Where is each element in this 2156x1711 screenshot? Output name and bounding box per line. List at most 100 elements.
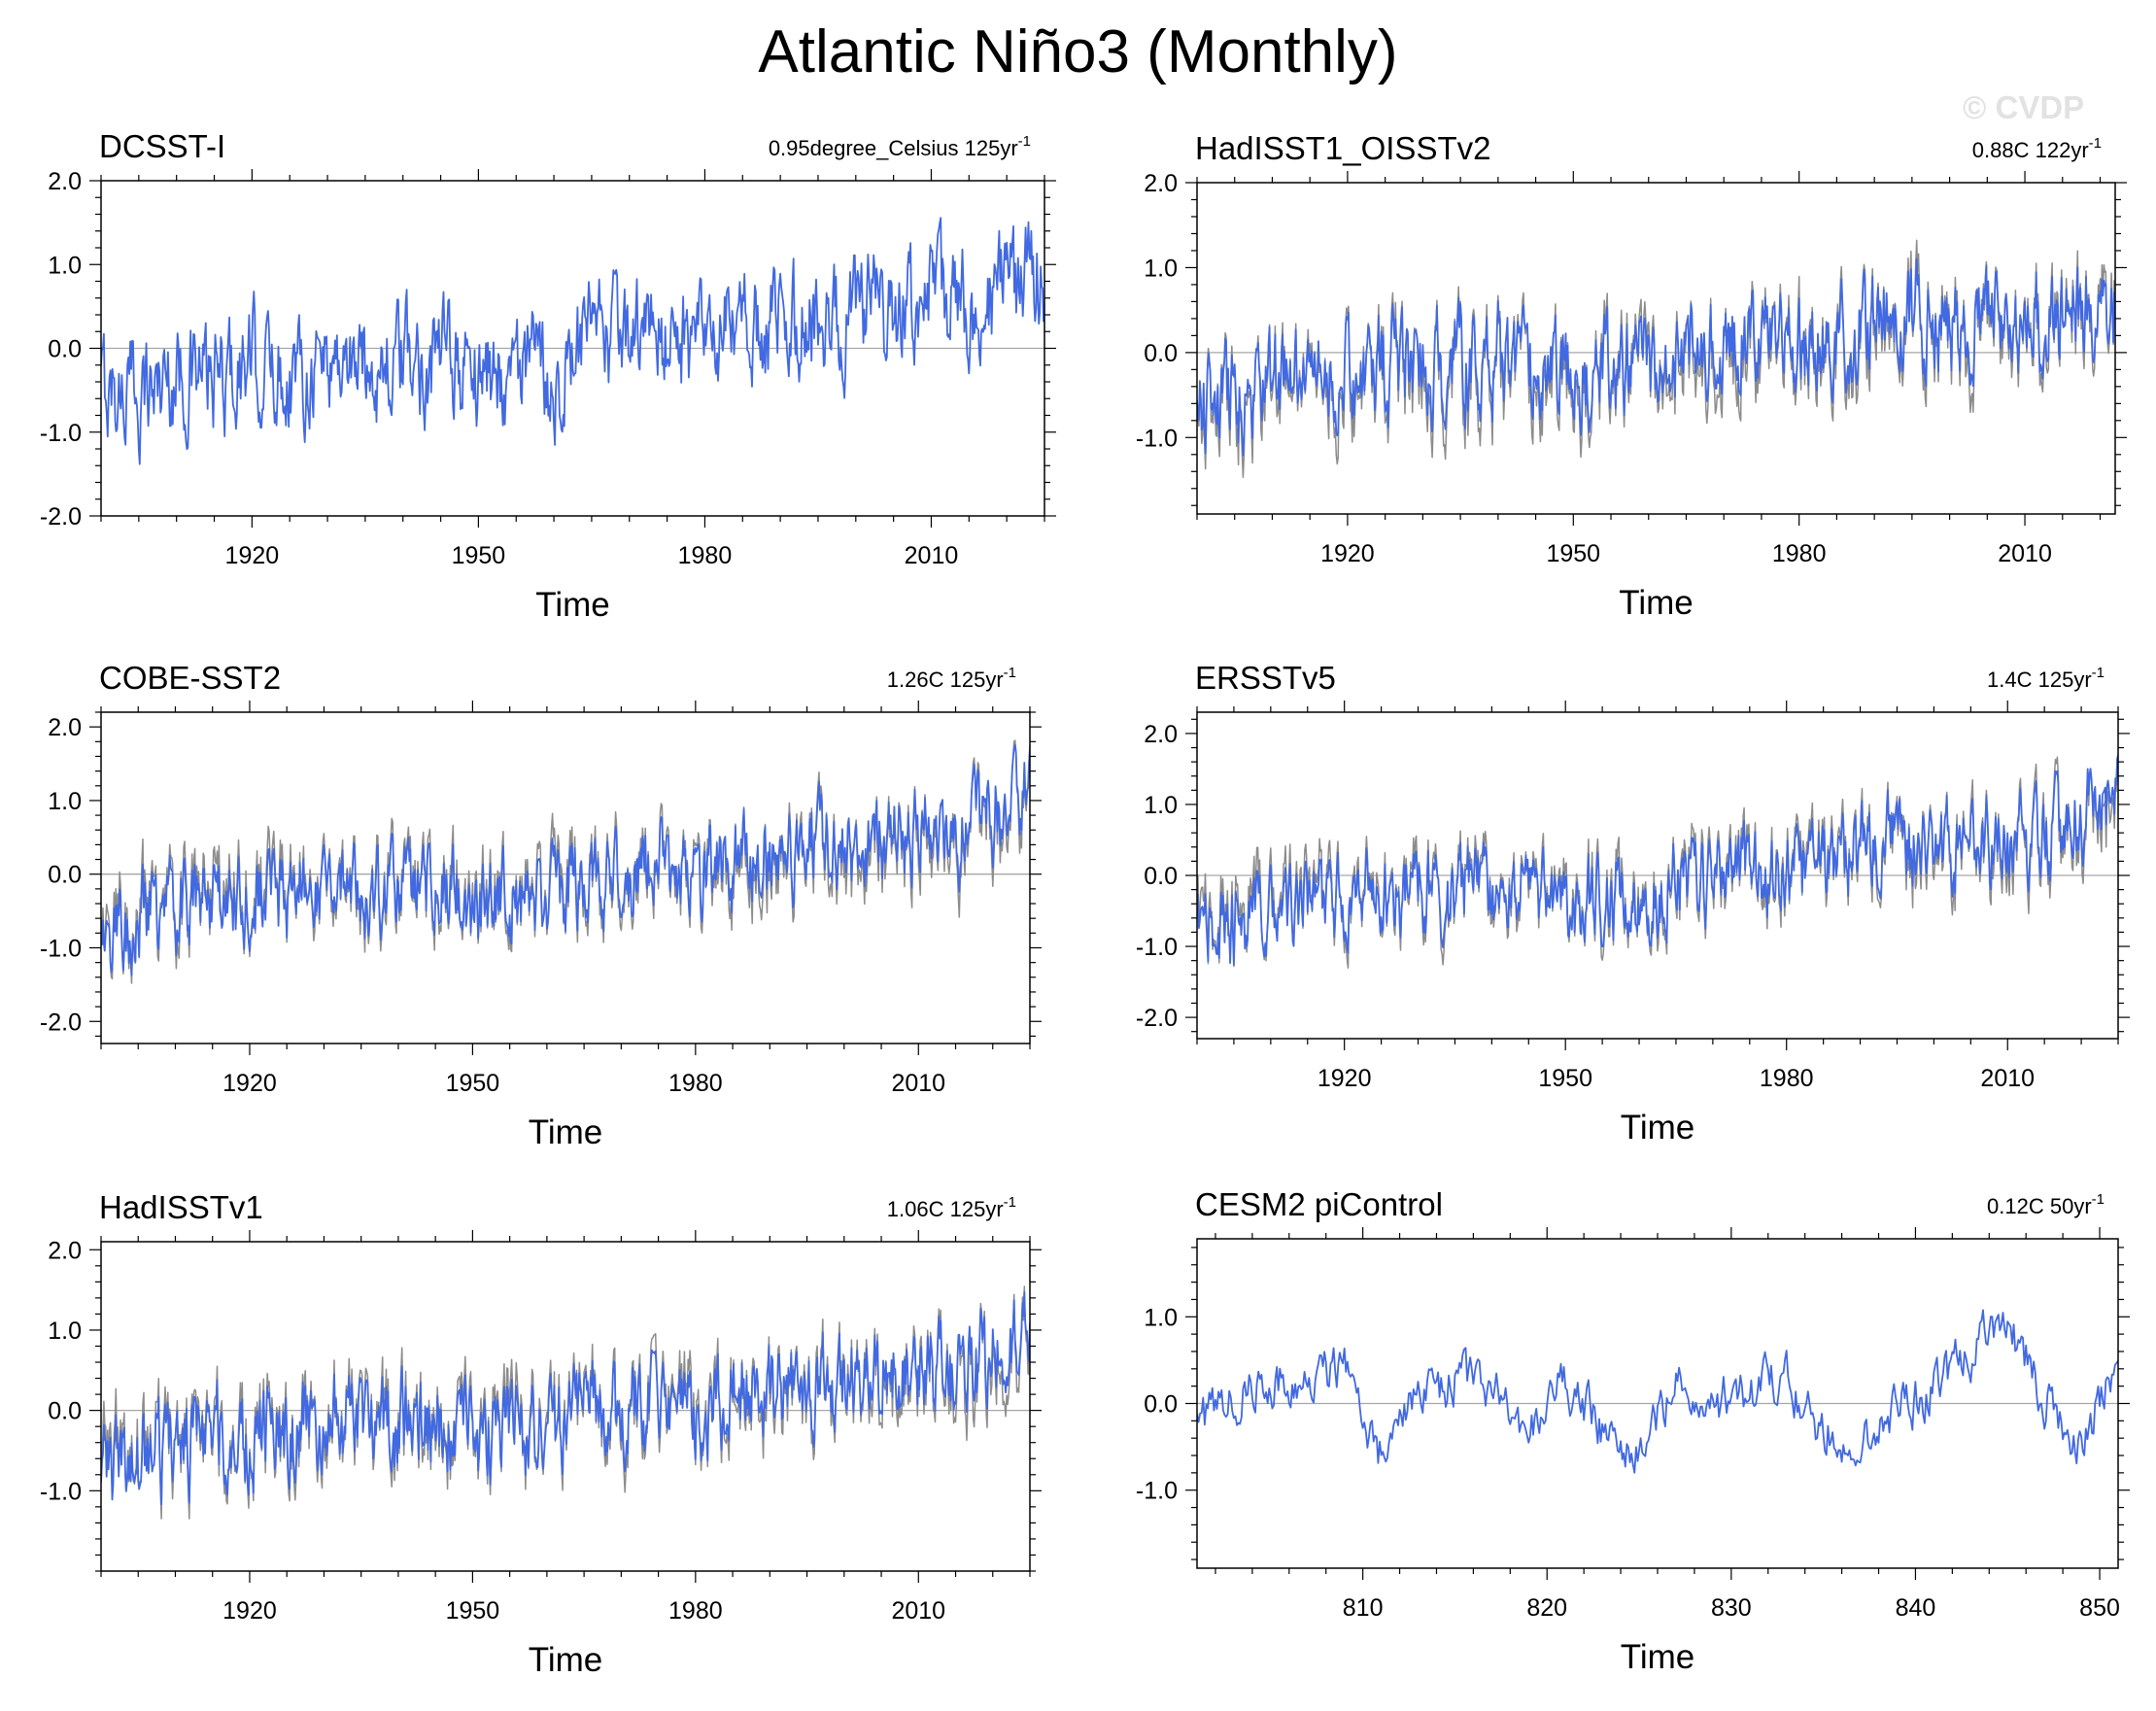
x-tick-label: 1950 — [1538, 1065, 1592, 1092]
x-tick-label: 810 — [1343, 1594, 1384, 1622]
series-line-1 — [1197, 239, 2115, 478]
y-tick-label: 2.0 — [48, 168, 82, 195]
panel-subtitle: 1.06C 125yr-1 — [887, 1194, 1016, 1221]
panel-subtitle: 0.95degree_Celsius 125yr-1 — [769, 133, 1031, 160]
plot-frame — [100, 1241, 1031, 1572]
panel-title: ERSSTv5 — [1195, 660, 1336, 696]
chart-panel-5: 2.0 1.0 0.0 -1.0 1920 1950 1980 2010 Time HadISST… — [40, 1189, 1042, 1679]
x-tick-label: 850 — [2079, 1594, 2120, 1622]
panel-subtitle-text: 0.12C 50yr — [1987, 1194, 2092, 1218]
panel-subtitle-sup: -1 — [2092, 1191, 2105, 1208]
x-tick-label: 2010 — [905, 542, 959, 569]
x-axis-label: Time — [529, 1113, 602, 1151]
chart-panel-1: 2.0 1.0 0.0 -1.0 -2.0 1920 1950 1980 2010 Time DCS… — [40, 128, 1056, 624]
x-tick-label: 2010 — [1980, 1065, 2035, 1092]
x-tick-label: 1980 — [1760, 1065, 1814, 1092]
panel-subtitle-sup: -1 — [1018, 133, 1031, 150]
x-tick-label: 1950 — [446, 1070, 500, 1097]
x-tick-label: 1950 — [452, 542, 506, 569]
x-tick-label: 1920 — [222, 1597, 277, 1625]
series-line-2 — [101, 744, 1030, 976]
y-tick-label: 0.0 — [1144, 863, 1178, 890]
watermark: © CVDP — [1963, 89, 2085, 125]
panel-title: HadISST1_OISSTv2 — [1195, 130, 1490, 166]
x-tick-label: 1980 — [668, 1597, 723, 1625]
x-tick-label: 1980 — [1772, 540, 1827, 567]
series-group — [101, 1285, 1030, 1520]
y-tick-label: -2.0 — [40, 1009, 82, 1036]
x-tick-label: 2010 — [1998, 540, 2052, 567]
x-tick-label: 820 — [1526, 1594, 1567, 1622]
panel-subtitle: 0.12C 50yr-1 — [1987, 1191, 2105, 1218]
series-line-1 — [101, 217, 1044, 465]
y-tick-label: 2.0 — [1144, 721, 1178, 748]
series-group — [101, 739, 1030, 984]
y-tick-label: 1.0 — [1144, 1304, 1178, 1331]
panel-title: CESM2 piControl — [1195, 1186, 1443, 1222]
x-tick-label: 1920 — [225, 542, 280, 569]
panel-subtitle-sup: -1 — [2089, 135, 2102, 152]
series-line-1 — [101, 739, 1030, 984]
y-tick-label: -1.0 — [1136, 934, 1178, 961]
panel-subtitle-text: 1.26C 125yr — [887, 667, 1004, 692]
plot-frame — [1196, 182, 2116, 515]
panel-subtitle: 1.4C 125yr-1 — [1987, 665, 2105, 692]
x-axis-label: Time — [1621, 1109, 1694, 1146]
chart-panel-2: 2.0 1.0 0.0 -1.0 1920 1950 1980 2010 Time HadISST… — [1136, 130, 2127, 622]
series-group — [1197, 754, 2118, 970]
x-tick-label: 1920 — [1320, 540, 1375, 567]
x-tick-label: 840 — [1896, 1594, 1936, 1622]
x-axis-label: Time — [529, 1641, 602, 1679]
y-tick-label: -2.0 — [1136, 1005, 1178, 1032]
x-axis-label: Time — [1621, 1638, 1694, 1676]
panel-subtitle-sup: -1 — [1004, 665, 1016, 681]
panel-title: DCSST-I — [99, 128, 225, 164]
y-tick-label: 1.0 — [1144, 792, 1178, 819]
y-tick-label: 0.0 — [1144, 340, 1178, 367]
x-tick-label: 1980 — [668, 1070, 723, 1097]
y-tick-label: 1.0 — [48, 252, 82, 279]
panel-subtitle-text: 0.95degree_Celsius 125yr — [769, 136, 1018, 160]
plot-frame — [100, 711, 1031, 1044]
series-group — [1197, 239, 2115, 478]
x-tick-label: 1980 — [678, 542, 733, 569]
y-tick-label: 1.0 — [1144, 255, 1178, 282]
y-tick-label: 0.0 — [48, 336, 82, 363]
panel-title: COBE-SST2 — [99, 660, 281, 696]
y-tick-label: 1.0 — [48, 788, 82, 815]
x-tick-label: 2010 — [891, 1597, 945, 1625]
panel-subtitle-sup: -1 — [1004, 1194, 1016, 1211]
y-tick-label: 2.0 — [1144, 170, 1178, 197]
y-tick-label: 1.0 — [48, 1317, 82, 1345]
panel-subtitle: 0.88C 122yr-1 — [1972, 135, 2102, 162]
series-group — [1197, 1309, 2118, 1474]
y-tick-label: 2.0 — [48, 714, 82, 741]
y-tick-label: -1.0 — [40, 1478, 82, 1505]
y-tick-label: -2.0 — [40, 503, 82, 530]
x-tick-label: 2010 — [891, 1070, 945, 1097]
x-tick-label: 1920 — [222, 1070, 277, 1097]
x-axis-label: Time — [1619, 584, 1693, 622]
series-line-2 — [1197, 257, 2115, 457]
panel-subtitle-sup: -1 — [2092, 665, 2105, 681]
x-tick-label: 1950 — [1546, 540, 1600, 567]
y-tick-label: -1.0 — [1136, 1478, 1178, 1505]
x-tick-label: 1920 — [1318, 1065, 1372, 1092]
panel-subtitle-text: 0.88C 122yr — [1972, 138, 2089, 162]
chart-panel-4: 2.0 1.0 0.0 -1.0 -2.0 1920 1950 1980 2010 Time ERS… — [1136, 660, 2130, 1146]
figure-title: Atlantic Niño3 (Monthly) — [758, 18, 1398, 86]
series-line-2 — [1197, 754, 2118, 966]
panel-subtitle-text: 1.4C 125yr — [1987, 667, 2092, 692]
y-tick-label: 0.0 — [48, 1398, 82, 1425]
x-axis-label: Time — [535, 586, 609, 624]
series-line-2 — [101, 1290, 1030, 1506]
panel-title: HadISSTv1 — [99, 1189, 263, 1225]
chart-panel-6: 1.0 0.0 -1.0 810 820 830 840 850 Time CESM2 piCon… — [1136, 1186, 2130, 1676]
y-tick-label: 0.0 — [1144, 1391, 1178, 1419]
chart-panel-3: 2.0 1.0 0.0 -1.0 -2.0 1920 1950 1980 2010 Time COB… — [40, 660, 1042, 1151]
panel-subtitle: 1.26C 125yr-1 — [887, 665, 1016, 692]
x-tick-label: 1950 — [446, 1597, 500, 1625]
y-tick-label: -1.0 — [40, 420, 82, 447]
panel-subtitle-text: 1.06C 125yr — [887, 1197, 1004, 1221]
